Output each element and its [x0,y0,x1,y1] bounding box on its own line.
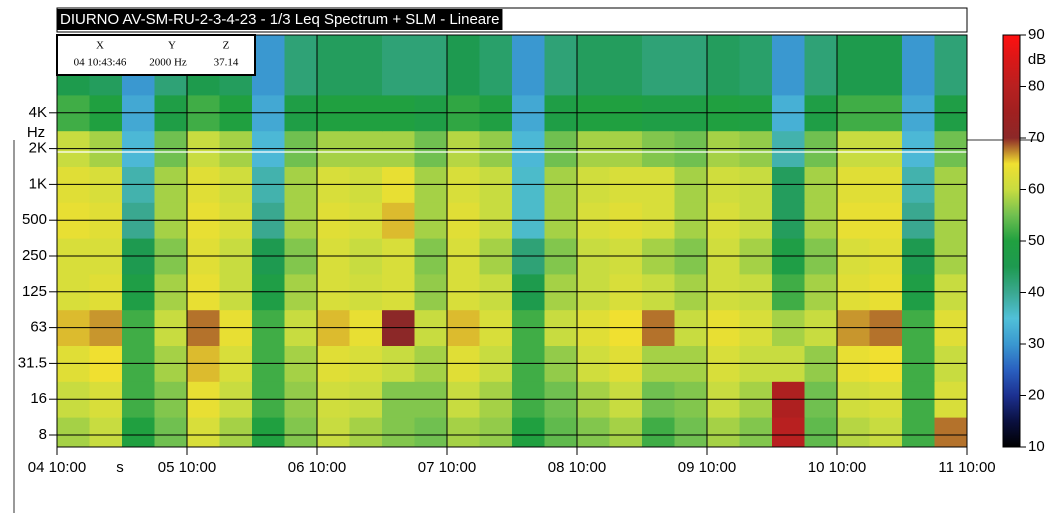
heat-cell [707,417,740,448]
heat-cell [317,417,350,448]
x-tick-label: 04 10:00 [28,459,86,476]
heat-cell [544,35,578,96]
heat-cell [122,417,155,448]
heat-cell [804,35,838,96]
y-tick-label: 4K [29,104,47,121]
heat-cell [512,417,545,448]
cursor-box-frame [56,34,256,76]
heat-cell [349,35,383,96]
heat-cell [479,35,513,96]
y-axis-unit: Hz [27,124,45,141]
heat-cell [219,417,253,448]
colorbar-tick-label: 90 [1028,26,1045,43]
heat-cell [154,417,188,448]
y-tick-label: 63 [30,319,47,336]
heat-cell [934,417,968,448]
heat-cell [479,417,513,448]
cursor-value: 37.14 [214,57,239,69]
cursor-label: Y [168,40,176,52]
heat-cell [252,35,285,96]
heat-cell [512,35,545,96]
heat-cell [739,417,773,448]
y-tick-label: 500 [22,211,47,228]
heat-cell [447,35,480,96]
heat-cell [252,417,285,448]
heat-cell [577,35,610,96]
y-tick-label: 8 [39,426,47,443]
colorbar-label: dB [1028,51,1046,68]
heat-cell [284,417,318,448]
heat-cell [869,417,903,448]
heat-cell [447,417,480,448]
colorbar-tick-label: 10 [1028,438,1045,455]
heat-cell [187,417,220,448]
x-tick-label: 05 10:00 [158,459,216,476]
title-background [57,9,503,30]
heat-cell [837,417,870,448]
heat-cell [642,35,675,96]
heat-cell [902,417,935,448]
heat-cell [902,35,935,96]
y-tick-label: 2K [29,140,47,157]
x-tick-label: 07 10:00 [418,459,476,476]
colorbar-tick-label: 30 [1028,335,1045,352]
heat-cell [382,35,415,96]
heat-cell [414,417,448,448]
heat-cell [382,417,415,448]
heat-cell [772,35,805,96]
heat-cell [674,417,708,448]
heat-cell [544,417,578,448]
colorbar-tick-label: 20 [1028,386,1045,403]
heat-cell [284,35,318,96]
heat-cell [869,35,903,96]
heat-cell [837,35,870,96]
colorbar-tick-label: 40 [1028,283,1045,300]
heatmap [57,35,968,448]
heat-cell [804,417,838,448]
y-tick-label: 125 [22,283,47,300]
plot-frame [56,34,968,448]
heat-cell [349,417,383,448]
x-tick-label: 08 10:00 [548,459,606,476]
cursor-label: Z [223,40,230,52]
x-axis-unit: s [116,459,124,476]
heat-cell [934,35,968,96]
colorbar-tick-label: 50 [1028,232,1045,249]
y-tick-label: 1K [29,175,47,192]
heat-cell [707,35,740,96]
colorbar-tick-label: 70 [1028,129,1045,146]
cursor-label: X [96,40,104,52]
colorbar-tick-label: 60 [1028,180,1045,197]
y-tick-label: 31.5 [18,354,47,371]
heat-cell [577,417,610,448]
heat-cell [674,35,708,96]
heat-cell [317,35,350,96]
heat-cell [609,417,643,448]
heat-cell [772,417,805,448]
cursor-box: X Y Z 04 10:43:46 2000 Hz 37.14 [56,34,256,76]
y-tick-label: 250 [22,247,47,264]
x-tick-label: 09 10:00 [678,459,736,476]
y-tick-label: 16 [30,390,47,407]
chart-title: DIURNO AV-SM-RU-2-3-4-23 - 1/3 Leq Spect… [60,11,499,28]
x-tick-label: 11 10:00 [938,459,995,476]
heat-cell [57,417,90,448]
cursor-value: 2000 Hz [149,57,187,69]
heat-cell [89,417,123,448]
heat-cell [414,35,448,96]
colorbar-tick-label: 80 [1028,77,1045,94]
cursor-value: 04 10:43:46 [74,57,127,69]
colorbar [1002,34,1021,448]
heat-cell [609,35,643,96]
x-tick-label: 06 10:00 [288,459,346,476]
x-tick-label: 10 10:00 [808,459,866,476]
heat-cell [642,417,675,448]
heat-cell [739,35,773,96]
